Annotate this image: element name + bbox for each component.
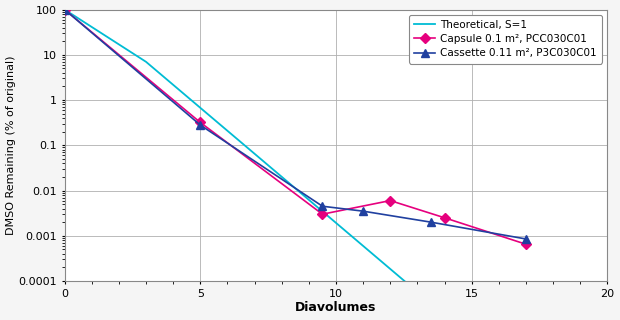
Cassette 0.11 m², P3C030C01 [360,209,367,213]
Capsule 0.1 m², PCC030C01 [522,242,529,246]
Theoretical, S=1 [197,106,204,110]
Theoretical, S=1 [143,60,150,64]
Theoretical, S=1 [414,290,421,294]
Theoretical, S=1 [360,244,367,248]
Legend: Theoretical, S=1, Capsule 0.1 m², PCC030C01, Cassette 0.11 m², P3C030C01: Theoretical, S=1, Capsule 0.1 m², PCC030… [409,15,602,63]
Cassette 0.11 m², P3C030C01 [427,220,435,224]
Cassette 0.11 m², P3C030C01 [319,204,326,208]
Y-axis label: DMSO Remaining (% of original): DMSO Remaining (% of original) [6,56,16,235]
Capsule 0.1 m², PCC030C01 [61,8,68,12]
Capsule 0.1 m², PCC030C01 [386,199,394,203]
Capsule 0.1 m², PCC030C01 [441,216,448,220]
Line: Theoretical, S=1: Theoretical, S=1 [64,10,472,320]
Capsule 0.1 m², PCC030C01 [197,121,204,124]
Cassette 0.11 m², P3C030C01 [522,237,529,241]
Cassette 0.11 m², P3C030C01 [197,123,204,127]
Theoretical, S=1 [305,198,312,202]
Cassette 0.11 m², P3C030C01 [61,8,68,12]
Line: Cassette 0.11 m², P3C030C01: Cassette 0.11 m², P3C030C01 [60,5,530,243]
X-axis label: Diavolumes: Diavolumes [295,301,377,315]
Theoretical, S=1 [61,8,68,12]
Capsule 0.1 m², PCC030C01 [319,212,326,216]
Theoretical, S=1 [251,152,259,156]
Line: Capsule 0.1 m², PCC030C01: Capsule 0.1 m², PCC030C01 [61,6,529,248]
